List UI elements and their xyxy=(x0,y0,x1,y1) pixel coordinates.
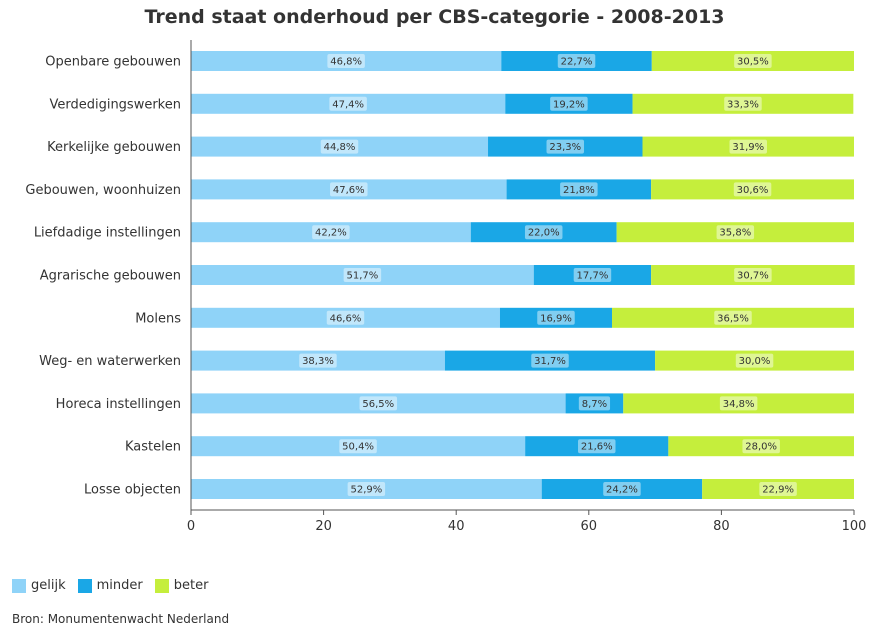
category-label-kerkelijke-gebouwen: Kerkelijke gebouwen xyxy=(47,140,181,155)
category-label-agrarische-gebouwen: Agrarische gebouwen xyxy=(40,269,181,284)
data-label-openbare-gebouwen-beter: 30,5% xyxy=(737,57,769,68)
category-label-openbare-gebouwen: Openbare gebouwen xyxy=(45,55,181,70)
data-label-openbare-gebouwen-minder: 22,7% xyxy=(561,57,593,68)
legend-swatch-beter xyxy=(155,579,169,593)
legend-item-gelijk: gelijk xyxy=(12,578,66,593)
category-label-weg-en-waterwerken: Weg- en waterwerken xyxy=(39,354,181,369)
data-label-kastelen-gelijk: 50,4% xyxy=(342,442,374,453)
category-label-losse-objecten: Losse objecten xyxy=(84,483,181,498)
x-tick-label-60: 60 xyxy=(581,519,598,534)
data-label-agrarische-gebouwen-minder: 17,7% xyxy=(577,271,609,282)
data-label-gebouwen-woonhuizen-minder: 21,8% xyxy=(563,185,595,196)
data-label-verdedigingswerken-gelijk: 47,4% xyxy=(332,99,364,110)
category-label-verdedigingswerken: Verdedigingswerken xyxy=(49,97,181,112)
x-tick-label-40: 40 xyxy=(448,519,465,534)
data-label-gebouwen-woonhuizen-gelijk: 47,6% xyxy=(333,185,365,196)
data-label-openbare-gebouwen-gelijk: 46,8% xyxy=(330,57,362,68)
data-label-losse-objecten-gelijk: 52,9% xyxy=(350,485,382,496)
category-label-kastelen: Kastelen xyxy=(125,440,181,455)
data-label-liefdadige-instellingen-beter: 35,8% xyxy=(719,228,751,239)
data-label-gebouwen-woonhuizen-beter: 30,6% xyxy=(737,185,769,196)
category-label-molens: Molens xyxy=(135,311,181,326)
x-tick-label-0: 0 xyxy=(187,519,195,534)
data-label-weg-en-waterwerken-minder: 31,7% xyxy=(534,356,566,367)
legend-label-minder: minder xyxy=(97,578,143,593)
data-label-verdedigingswerken-minder: 19,2% xyxy=(553,99,585,110)
data-label-kerkelijke-gebouwen-beter: 31,9% xyxy=(732,142,764,153)
data-label-kerkelijke-gebouwen-minder: 23,3% xyxy=(549,142,581,153)
legend-label-beter: beter xyxy=(174,578,209,593)
data-label-liefdadige-instellingen-gelijk: 42,2% xyxy=(315,228,347,239)
x-tick-label-20: 20 xyxy=(315,519,332,534)
data-label-horeca-instellingen-beter: 34,8% xyxy=(723,399,755,410)
category-labels: Openbare gebouwen Verdedigingswerken Kerke… xyxy=(25,55,181,498)
data-label-losse-objecten-minder: 24,2% xyxy=(606,485,638,496)
data-label-weg-en-waterwerken-beter: 30,0% xyxy=(739,356,771,367)
data-label-kastelen-beter: 28,0% xyxy=(745,442,777,453)
data-label-molens-beter: 36,5% xyxy=(717,313,749,324)
data-label-weg-en-waterwerken-gelijk: 38,3% xyxy=(302,356,334,367)
legend-item-beter: beter xyxy=(155,578,209,593)
legend-swatch-gelijk xyxy=(12,579,26,593)
legend-item-minder: minder xyxy=(78,578,143,593)
data-label-molens-gelijk: 46,6% xyxy=(330,313,362,324)
data-label-agrarische-gebouwen-beter: 30,7% xyxy=(737,271,769,282)
data-label-kerkelijke-gebouwen-gelijk: 44,8% xyxy=(324,142,356,153)
data-label-kastelen-minder: 21,6% xyxy=(581,442,613,453)
data-label-agrarische-gebouwen-gelijk: 51,7% xyxy=(346,271,378,282)
chart-plot: 46,8% 22,7% 30,5% 47,4% 19,2% 33,3% 44,8% 23,3%… xyxy=(0,0,869,560)
data-label-molens-minder: 16,9% xyxy=(540,313,572,324)
x-tick-label-80: 80 xyxy=(713,519,730,534)
data-label-horeca-instellingen-gelijk: 56,5% xyxy=(362,399,394,410)
x-axis: 0 20 40 60 80 100 xyxy=(187,40,867,534)
legend: gelijk minder beter xyxy=(12,578,220,593)
data-label-verdedigingswerken-beter: 33,3% xyxy=(727,99,759,110)
legend-swatch-minder xyxy=(78,579,92,593)
category-label-liefdadige-instellingen: Liefdadige instellingen xyxy=(34,226,181,241)
source-note: Bron: Monumentenwacht Nederland xyxy=(12,612,229,626)
category-label-gebouwen-woonhuizen: Gebouwen, woonhuizen xyxy=(25,183,181,198)
data-label-horeca-instellingen-minder: 8,7% xyxy=(582,399,607,410)
legend-label-gelijk: gelijk xyxy=(31,578,66,593)
data-label-losse-objecten-beter: 22,9% xyxy=(762,485,794,496)
x-tick-label-100: 100 xyxy=(842,519,867,534)
bars-layer: 46,8% 22,7% 30,5% 47,4% 19,2% 33,3% 44,8% 23,3%… xyxy=(191,51,855,499)
category-label-horeca-instellingen: Horeca instellingen xyxy=(56,397,181,412)
data-label-liefdadige-instellingen-minder: 22,0% xyxy=(528,228,560,239)
